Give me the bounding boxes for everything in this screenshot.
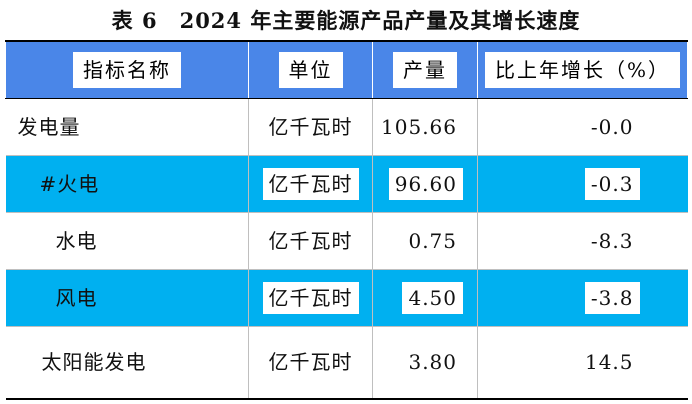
row-name: #火电 <box>5 155 249 213</box>
header-unit: 单位 <box>248 40 373 99</box>
energy-output-table: 指标名称 单位 产量 比上年增长（%） 发电量 亿千瓦时 105.66 -0.0… <box>5 40 688 400</box>
row-unit: 亿千瓦时 <box>248 212 373 270</box>
header-growth: 比上年增长（%） <box>477 40 688 99</box>
row-output: 3.80 <box>372 326 478 400</box>
table-row: 发电量 亿千瓦时 105.66 -0.0 <box>5 98 688 156</box>
row-growth: -0.0 <box>477 98 688 156</box>
table-row: 风电 亿千瓦时 4.50 -3.8 <box>5 269 688 327</box>
header-name: 指标名称 <box>5 40 249 99</box>
row-unit: 亿千瓦时 <box>248 155 373 213</box>
table-row: 太阳能发电 亿千瓦时 3.80 14.5 <box>5 326 688 400</box>
row-output: 0.75 <box>372 212 478 270</box>
row-unit: 亿千瓦时 <box>248 98 373 156</box>
header-output: 产量 <box>372 40 478 99</box>
table-title: 表 6 2024 年主要能源产品产量及其增长速度 <box>111 8 581 33</box>
row-growth: -3.8 <box>477 269 688 327</box>
row-unit: 亿千瓦时 <box>248 269 373 327</box>
table-row: #火电 亿千瓦时 96.60 -0.3 <box>5 155 688 213</box>
row-output: 96.60 <box>372 155 478 213</box>
row-growth: -0.3 <box>477 155 688 213</box>
row-output: 105.66 <box>372 98 478 156</box>
row-growth: 14.5 <box>477 326 688 400</box>
row-unit: 亿千瓦时 <box>248 326 373 400</box>
row-name: 太阳能发电 <box>5 326 249 400</box>
row-name: 水电 <box>5 212 249 270</box>
row-output: 4.50 <box>372 269 478 327</box>
row-growth: -8.3 <box>477 212 688 270</box>
header-row: 指标名称 单位 产量 比上年增长（%） <box>5 40 688 99</box>
row-name: 风电 <box>5 269 249 327</box>
table-row: 水电 亿千瓦时 0.75 -8.3 <box>5 212 688 270</box>
row-name: 发电量 <box>5 98 249 156</box>
